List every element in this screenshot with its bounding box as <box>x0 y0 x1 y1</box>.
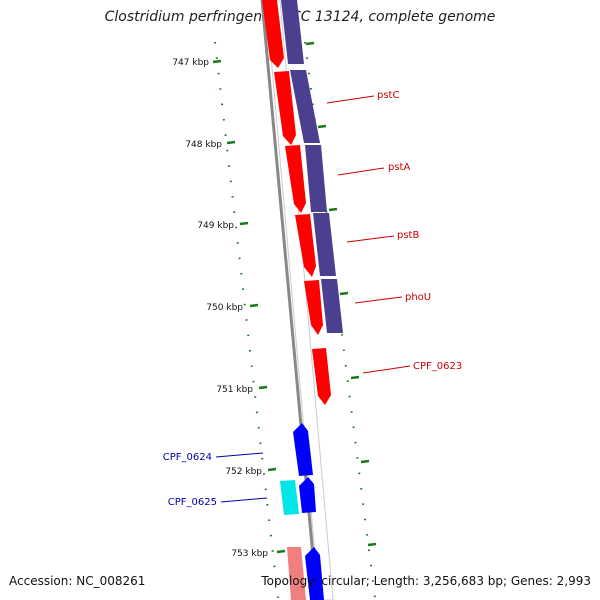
tick-751 <box>258 385 268 390</box>
tick-label-747: 747 kbp <box>172 58 209 68</box>
gene-feature <box>262 0 284 68</box>
gene-CPF_0625[interactable] <box>299 477 316 513</box>
label-phoU[interactable]: phoU <box>405 292 431 303</box>
gene-pstC[interactable] <box>274 71 296 145</box>
gene-feature-cyan <box>280 480 299 515</box>
tick-marks <box>212 59 286 554</box>
tick-753 <box>276 549 286 554</box>
accession-text: Accession: NC_008261 <box>9 574 146 588</box>
tick-label-752: 752 kbp <box>225 467 262 477</box>
tick-747 <box>212 59 222 64</box>
cds-feature <box>281 0 304 64</box>
label-leaders <box>215 95 411 503</box>
cds-feature <box>305 145 327 212</box>
cds-feature <box>313 213 336 276</box>
cds-track <box>281 0 343 333</box>
gene-CPF_0623[interactable] <box>312 348 331 405</box>
label-CPF_0625[interactable]: CPF_0625 <box>168 497 217 508</box>
cds-feature <box>290 70 320 143</box>
gene-pstA[interactable] <box>285 145 306 213</box>
tick-label-749: 749 kbp <box>197 221 234 231</box>
tick-748 <box>226 140 236 145</box>
gene-feature <box>287 547 306 600</box>
label-pstB[interactable]: pstB <box>397 230 419 241</box>
gene-track <box>262 0 331 600</box>
label-pstA[interactable]: pstA <box>388 162 410 173</box>
tick-marks-right <box>305 41 377 547</box>
label-CPF_0623[interactable]: CPF_0623 <box>413 361 462 372</box>
gene-phoU[interactable] <box>304 280 323 335</box>
tick-749 <box>239 221 249 226</box>
tick-752 <box>267 467 277 472</box>
tick-label-753: 753 kbp <box>231 549 268 559</box>
label-CPF_0624[interactable]: CPF_0624 <box>163 452 212 463</box>
tick-label-750: 750 kbp <box>206 303 243 313</box>
map-title: Clostridium perfringens ATCC 13124, comp… <box>104 9 496 25</box>
tick-label-751: 751 kbp <box>216 385 253 395</box>
tick-750 <box>249 303 259 308</box>
tick-label-748: 748 kbp <box>185 140 222 150</box>
reverse-gene-track <box>280 423 324 600</box>
gene-pstB[interactable] <box>295 214 316 277</box>
gene-feature <box>305 547 324 600</box>
gene-CPF_0624[interactable] <box>293 423 313 476</box>
genome-summary-text: Topology: circular; Length: 3,256,683 bp… <box>261 574 591 588</box>
cds-feature <box>321 279 343 333</box>
label-pstC[interactable]: pstC <box>377 90 399 101</box>
